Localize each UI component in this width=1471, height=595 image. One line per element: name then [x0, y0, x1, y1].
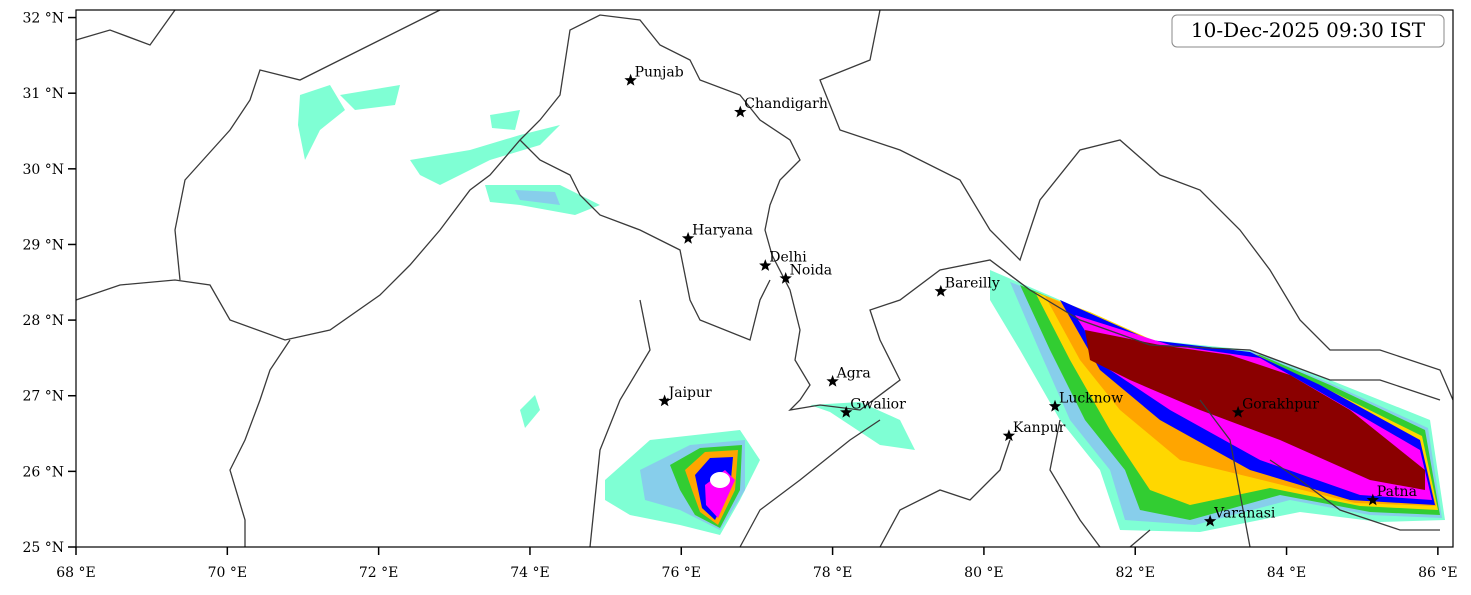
- city-marker: [1204, 514, 1217, 527]
- city-label: Gwalior: [850, 396, 906, 412]
- rain-field: [298, 85, 1445, 535]
- city-marker: [1231, 405, 1245, 418]
- city-label: Chandigarh: [744, 96, 828, 112]
- city-marker: [681, 231, 695, 244]
- city-marker: [759, 259, 772, 271]
- rain-cell: [810, 402, 915, 450]
- city-label: Delhi: [769, 250, 807, 266]
- city-label: Lucknow: [1059, 390, 1123, 406]
- y-tick-label: 25 °N: [22, 540, 64, 556]
- boundaries: [75, 9, 1454, 548]
- city-marker: [826, 374, 839, 387]
- city-marker: [779, 272, 792, 284]
- city-label: Gorakhpur: [1242, 396, 1319, 412]
- city-marker: [658, 394, 671, 407]
- y-tick-label: 31 °N: [22, 86, 64, 102]
- title: 10-Dec-2025 09:30 IST: [1191, 18, 1426, 42]
- city-marker: [1002, 429, 1016, 442]
- border-line: [174, 9, 1454, 548]
- rain-cell: [490, 110, 520, 130]
- x-tick-label: 80 °E: [964, 565, 1003, 581]
- city-marker: [1048, 399, 1062, 412]
- city-label: Kanpur: [1013, 420, 1066, 436]
- x-tick-label: 82 °E: [1115, 565, 1154, 581]
- city-label: Noida: [790, 263, 832, 279]
- x-tick-label: 84 °E: [1267, 565, 1306, 581]
- city-label: Agra: [836, 365, 871, 381]
- x-tick-label: 86 °E: [1418, 565, 1457, 581]
- border-line: [75, 9, 1441, 547]
- rain-cell: [340, 85, 400, 110]
- city-label: Patna: [1377, 484, 1417, 500]
- city-label: Haryana: [692, 222, 753, 238]
- city-label: Jaipur: [667, 385, 712, 401]
- city-label: Punjab: [635, 64, 684, 80]
- city-marker: [840, 405, 853, 418]
- y-tick-label: 29 °N: [22, 237, 64, 253]
- city-marker: [734, 105, 747, 118]
- city-marker: [934, 284, 947, 297]
- rain-cell: [515, 190, 560, 205]
- rain-cell: [520, 395, 540, 428]
- y-tick-label: 32 °N: [22, 11, 64, 27]
- city-marker: [624, 73, 637, 86]
- rain-core: [1085, 330, 1425, 490]
- x-tick-label: 78 °E: [813, 565, 852, 581]
- y-tick-label: 28 °N: [22, 313, 64, 329]
- x-tick-label: 76 °E: [662, 565, 701, 581]
- y-tick-label: 27 °N: [22, 389, 64, 405]
- y-tick-label: 26 °N: [22, 464, 64, 480]
- city-label: Bareilly: [945, 275, 1000, 291]
- rain-gap: [710, 472, 730, 488]
- y-tick-label: 30 °N: [22, 162, 64, 178]
- rain-cell: [410, 125, 560, 185]
- x-tick-label: 70 °E: [208, 565, 247, 581]
- title-box: [1171, 14, 1445, 48]
- map-frame: [75, 9, 1454, 548]
- x-tick-label: 72 °E: [359, 565, 398, 581]
- city-marker: [1366, 493, 1379, 506]
- rain-cell: [298, 85, 345, 160]
- city-label: Varanasi: [1213, 505, 1276, 521]
- x-tick-label: 68 °E: [56, 565, 95, 581]
- x-tick-label: 74 °E: [510, 565, 549, 581]
